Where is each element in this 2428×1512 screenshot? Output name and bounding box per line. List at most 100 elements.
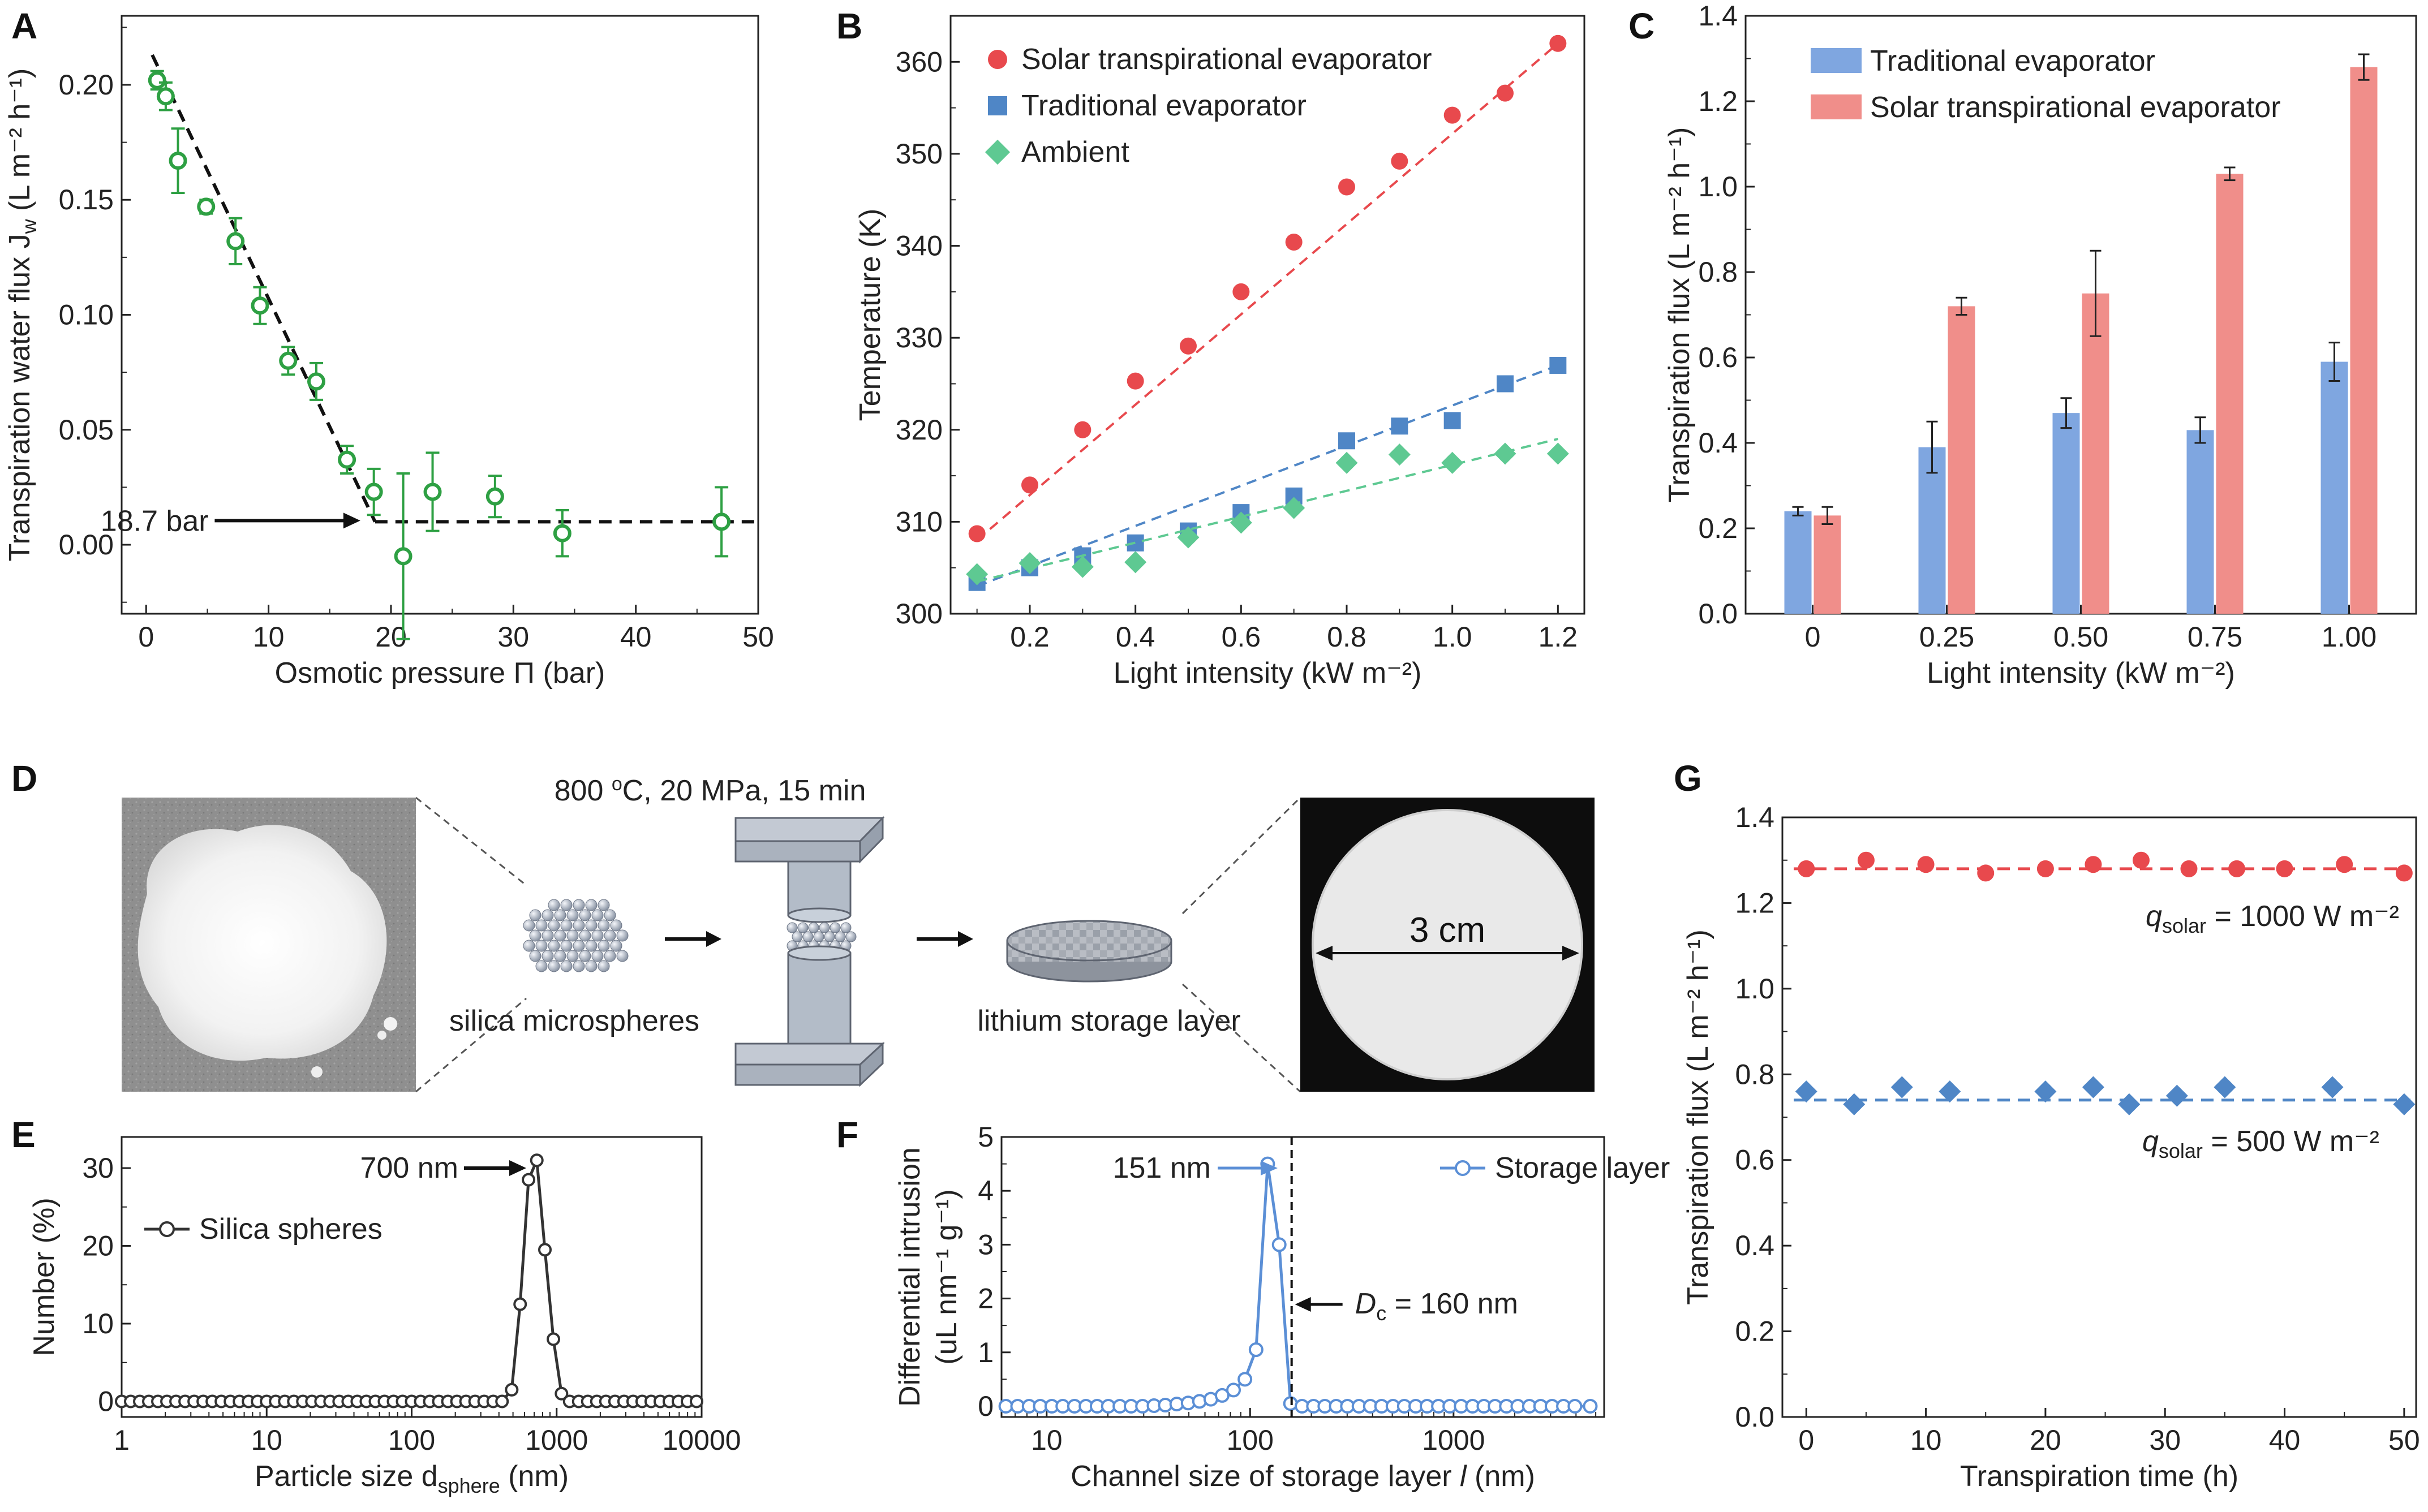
legend-swatch	[1811, 48, 1862, 73]
data-point	[513, 1297, 527, 1311]
y-tick-label: 0.4	[1735, 1230, 1774, 1261]
data-point	[1494, 442, 1516, 465]
microsphere	[591, 950, 604, 962]
label-500-sub: solar	[2159, 1139, 2203, 1162]
data-point	[2393, 1093, 2416, 1115]
x-tick-label: 1.2	[1539, 621, 1578, 653]
legend-label: Storage layer	[1495, 1152, 1670, 1184]
y-tick-label: 0.15	[59, 184, 114, 216]
x-tick-label: 10000	[662, 1424, 741, 1456]
microsphere	[566, 929, 579, 942]
x-tick-label: 20	[2030, 1424, 2061, 1456]
data-point	[1549, 356, 1567, 374]
y-axis-label-main: Transpiration water flux J	[3, 234, 36, 561]
y-tick-label: 1.2	[1735, 887, 1774, 919]
pressed-sphere	[819, 922, 830, 933]
powder-crumb	[384, 1017, 397, 1031]
panel-letter-d: D	[11, 758, 37, 799]
press-top-plate	[734, 817, 885, 842]
microsphere	[560, 940, 573, 952]
press-top-piston	[787, 860, 852, 916]
fit-line	[977, 438, 1558, 583]
data-point	[1497, 84, 1514, 102]
microsphere	[554, 929, 566, 942]
microsphere	[604, 909, 616, 921]
condition-temp: 800	[555, 774, 612, 807]
press-bottom-plate	[734, 1043, 885, 1066]
y-axis-label: Number (%)	[28, 1197, 61, 1356]
chart-c: 0 0.25 0.50 0.75 1.00 0.0 0.2 0.4 0.6 0.8 1.0 1.2 1.…	[1663, 0, 2417, 690]
press-piston-face	[787, 907, 852, 923]
y-axis-label: Temperature (K)	[854, 209, 887, 421]
data-point	[2321, 1076, 2344, 1099]
x-tick-label: 10	[1031, 1424, 1063, 1456]
condition-rest: C, 20 MPa, 15 min	[622, 774, 866, 807]
microsphere	[585, 899, 598, 911]
microsphere	[566, 909, 579, 921]
x-tick-label: 0	[1805, 621, 1821, 653]
data-point	[2336, 856, 2353, 873]
series-line	[1005, 1164, 1591, 1408]
data-point	[2395, 864, 2413, 882]
pressed-sphere	[802, 931, 814, 942]
data-point	[1071, 555, 1094, 578]
x-axis-label-main: Particle size d	[255, 1460, 438, 1493]
data-point	[1285, 234, 1303, 251]
microsphere	[560, 960, 573, 972]
data-point	[530, 1153, 544, 1168]
x-axis-label: Transpiration time (h)	[1960, 1460, 2238, 1493]
microsphere	[542, 929, 554, 942]
x-axis-label: Particle size dsphere (nm)	[255, 1460, 569, 1497]
microsphere	[579, 929, 591, 942]
data-point	[1388, 443, 1411, 466]
bar	[1784, 511, 1812, 614]
data-point	[2085, 856, 2102, 873]
data-point	[1248, 1342, 1264, 1358]
microsphere	[560, 919, 573, 932]
legend-label: Silica spheres	[199, 1213, 383, 1246]
microsphere	[554, 909, 566, 921]
legend-label: Traditional evaporator	[1870, 45, 2155, 77]
data-point	[2118, 1093, 2141, 1115]
y-tick-label: 10	[82, 1308, 114, 1339]
press-bottom-piston	[787, 952, 852, 1045]
dc-label-rest: = 160 nm	[1386, 1287, 1518, 1320]
panel-letter-g: G	[1674, 758, 1702, 799]
microsphere	[573, 940, 585, 952]
microsphere	[585, 940, 598, 952]
dc-label: Dc = 160 nm	[1355, 1287, 1518, 1325]
y-axis-label: (uL nm⁻¹ g⁻¹)	[930, 1189, 963, 1364]
size-label: 3 cm	[1409, 911, 1485, 950]
bar	[2082, 293, 2109, 614]
data-point	[712, 512, 731, 531]
x-tick-label: 0.50	[2053, 621, 2108, 653]
microsphere	[566, 950, 579, 962]
microsphere	[548, 940, 560, 952]
y-tick-label: 1.4	[1735, 802, 1774, 833]
annotation-peak-label: 151 nm	[1113, 1152, 1211, 1184]
process-condition: 800 oC, 20 MPa, 15 min	[555, 773, 866, 807]
y-tick-label: 1.0	[1698, 171, 1738, 203]
pressed-sphere	[824, 931, 835, 942]
microsphere	[598, 940, 610, 952]
press-piston-face	[787, 945, 852, 961]
dc-arrow-head	[1295, 1297, 1311, 1312]
microsphere	[585, 919, 598, 932]
x-tick-label: 20	[375, 621, 407, 653]
y-axis-label-unit: (L m⁻² h⁻¹)	[3, 68, 36, 219]
data-point	[1441, 451, 1464, 474]
legend-marker	[985, 139, 1011, 165]
pressed-sphere	[830, 922, 841, 933]
microsphere	[548, 899, 560, 911]
pressed-sphere	[840, 922, 852, 933]
data-point	[169, 152, 187, 170]
y-tick-label: 300	[896, 598, 943, 630]
x-axis-label: Light intensity (kW m⁻²)	[1114, 657, 1422, 690]
y-axis-label: Transpiration water flux Jw (L m⁻² h⁻¹)	[3, 68, 41, 562]
powder-pile	[137, 825, 387, 1061]
data-point	[1338, 178, 1355, 196]
y-axis-label: Differential intrusion	[893, 1147, 926, 1407]
data-point	[2228, 860, 2246, 877]
microsphere	[529, 909, 542, 921]
